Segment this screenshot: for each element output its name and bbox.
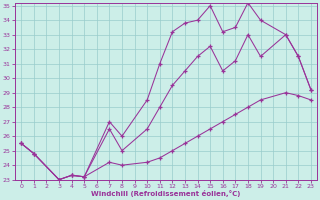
X-axis label: Windchill (Refroidissement éolien,°C): Windchill (Refroidissement éolien,°C)	[92, 190, 241, 197]
